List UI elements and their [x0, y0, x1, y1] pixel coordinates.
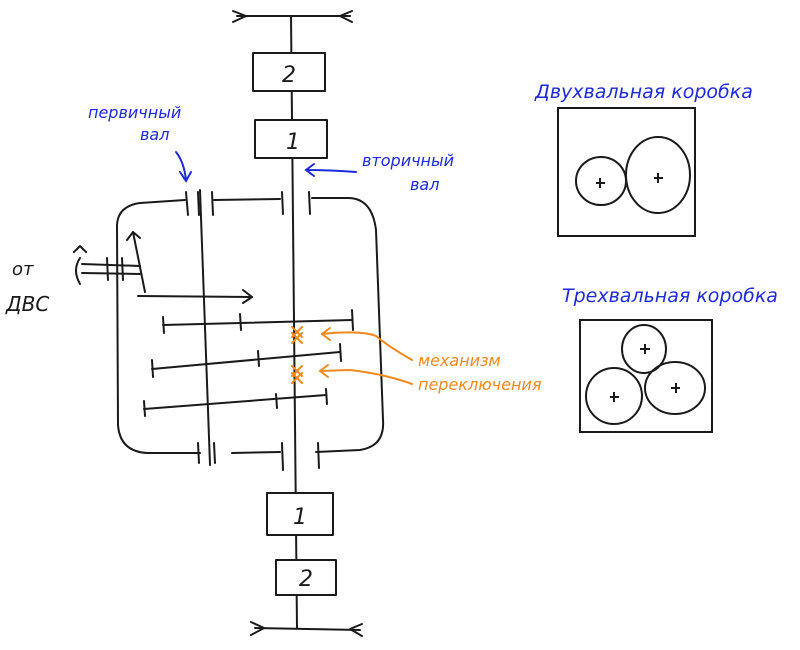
primary-shaft	[199, 189, 211, 466]
gearbox-housing	[116, 197, 385, 454]
gear-pair-3	[143, 388, 328, 417]
secondary-shaft-pointer	[305, 169, 357, 173]
primary-shaft-label-line1: первичный	[88, 103, 181, 122]
top-block-1-label: 1	[286, 130, 300, 155]
three-shaft-gear-right	[644, 361, 706, 415]
bottom-block-1	[266, 492, 334, 536]
shift-mark-1	[291, 326, 303, 344]
two-shaft-gear-large	[625, 136, 691, 214]
shift-pointer-lower	[319, 368, 413, 385]
top-block-1	[254, 119, 328, 159]
shift-mark-2	[291, 365, 303, 384]
bottom-block-2-label: 2	[299, 567, 313, 592]
three-shaft-gear-top	[621, 324, 667, 374]
gear-pair-1	[162, 309, 354, 334]
input-label-line1: от	[12, 259, 34, 280]
top-block-2	[252, 52, 326, 92]
secondary-shaft-label-line2: вал	[410, 175, 439, 194]
top-shaft-end	[232, 10, 353, 23]
shift-mechanism-label-line2: переключения	[418, 375, 542, 394]
secondary-shaft-label-line1: вторичный	[362, 151, 454, 170]
primary-shaft-pointer	[175, 151, 187, 181]
three-shaft-gear-left	[585, 367, 643, 425]
two-shaft-box	[557, 107, 696, 237]
input-shaft	[73, 231, 253, 304]
input-label-line2: ДВС	[5, 292, 49, 316]
bottom-block-1-label: 1	[293, 505, 307, 530]
primary-shaft-label-line2: вал	[140, 125, 169, 144]
three-shaft-box	[579, 319, 713, 433]
shift-pointer-upper	[321, 331, 413, 361]
bottom-block-2	[275, 559, 337, 596]
gear-pair-2	[151, 343, 342, 378]
top-block-2-label: 2	[282, 63, 296, 88]
two-shaft-box-title: Двухвальная коробка	[534, 81, 753, 103]
three-shaft-box-title: Трехвальная коробка	[562, 285, 778, 307]
shift-mechanism-label-line1: механизм	[418, 351, 501, 370]
bottom-shaft-end	[250, 621, 363, 637]
